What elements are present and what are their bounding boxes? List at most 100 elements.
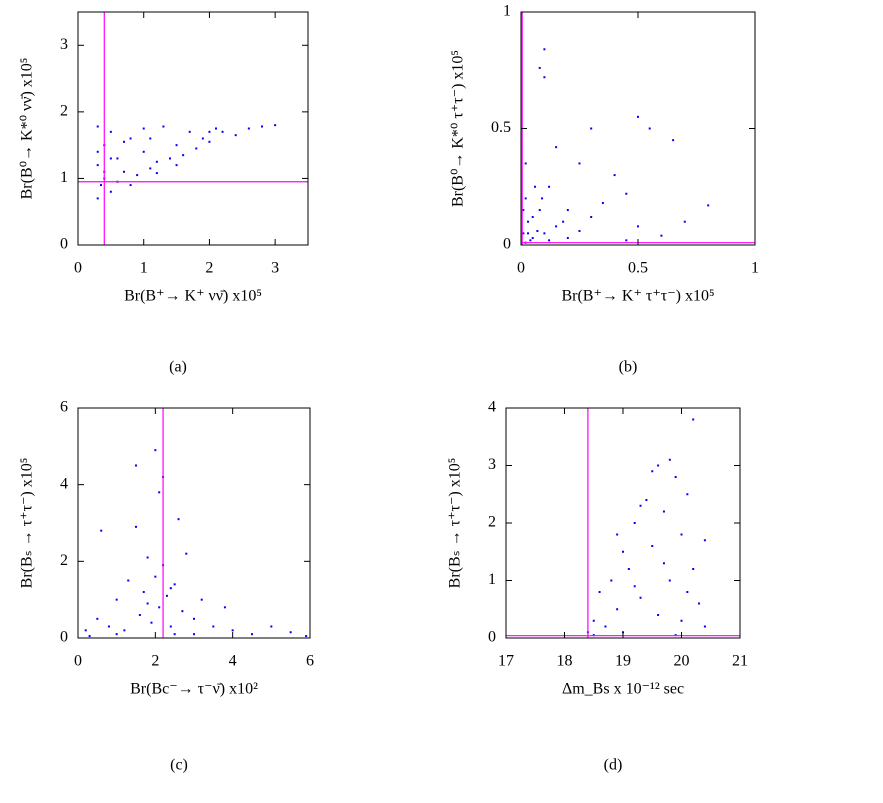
point bbox=[173, 633, 176, 636]
point bbox=[165, 594, 168, 597]
y-tick-label: 2 bbox=[488, 514, 496, 531]
point bbox=[142, 127, 145, 130]
point bbox=[305, 635, 308, 638]
x-tick-label: 6 bbox=[306, 653, 314, 670]
y-tick-label: 3 bbox=[488, 456, 496, 473]
point bbox=[538, 209, 541, 212]
point bbox=[107, 625, 110, 628]
point bbox=[150, 621, 153, 624]
point bbox=[136, 174, 139, 177]
point bbox=[135, 525, 137, 528]
point bbox=[123, 629, 126, 632]
y-tick-label: 0 bbox=[60, 629, 68, 646]
point bbox=[158, 491, 161, 494]
point bbox=[660, 234, 663, 237]
point bbox=[162, 125, 165, 128]
point bbox=[524, 162, 527, 165]
x-tick-label: 17 bbox=[498, 653, 514, 670]
x-axis-title: Br(Bc⁻→ τ⁻ν̄) x10² bbox=[130, 681, 258, 698]
y-tick-label: 0 bbox=[503, 236, 511, 253]
y-tick-label: 6 bbox=[60, 399, 68, 416]
x-tick-label: 3 bbox=[271, 260, 279, 277]
point bbox=[96, 164, 99, 167]
point bbox=[208, 140, 211, 143]
x-tick-label: 2 bbox=[205, 260, 213, 277]
point bbox=[234, 134, 237, 137]
point bbox=[672, 139, 675, 142]
point bbox=[123, 170, 125, 173]
point bbox=[531, 237, 534, 240]
point bbox=[96, 150, 99, 153]
point bbox=[543, 232, 546, 235]
point bbox=[686, 591, 689, 593]
plot-frame bbox=[520, 11, 756, 246]
point bbox=[96, 197, 99, 200]
point bbox=[127, 579, 130, 582]
x-tick-label: 0.5 bbox=[628, 260, 648, 277]
point bbox=[578, 230, 581, 233]
point bbox=[543, 76, 546, 79]
point bbox=[529, 239, 532, 242]
point bbox=[625, 239, 628, 242]
x-tick-label: 0 bbox=[517, 260, 525, 277]
point bbox=[541, 197, 544, 200]
point bbox=[177, 518, 180, 521]
y-axis-title: Br(Bₛ → τ⁺τ⁻) x10⁵ bbox=[447, 458, 464, 589]
point bbox=[155, 160, 158, 163]
point bbox=[123, 140, 125, 143]
point bbox=[538, 66, 541, 69]
point bbox=[590, 216, 593, 219]
point bbox=[175, 144, 178, 147]
point bbox=[142, 591, 145, 593]
point bbox=[138, 614, 141, 616]
point bbox=[548, 185, 551, 188]
point bbox=[181, 610, 184, 613]
point bbox=[651, 545, 654, 547]
point bbox=[555, 225, 558, 228]
point bbox=[566, 237, 569, 240]
point bbox=[200, 598, 203, 601]
y-tick-label: 4 bbox=[488, 399, 496, 416]
point bbox=[562, 220, 565, 223]
point bbox=[96, 617, 99, 620]
x-tick-label: 19 bbox=[615, 653, 631, 670]
y-tick-label: 4 bbox=[60, 475, 68, 492]
point bbox=[686, 493, 689, 496]
point bbox=[182, 154, 185, 157]
point bbox=[616, 533, 619, 536]
point bbox=[657, 464, 660, 467]
point bbox=[601, 202, 604, 205]
point bbox=[534, 185, 537, 188]
point bbox=[201, 137, 204, 140]
point bbox=[100, 184, 102, 187]
point bbox=[531, 216, 534, 219]
point bbox=[692, 418, 695, 421]
point bbox=[215, 127, 217, 130]
point bbox=[703, 625, 706, 628]
point bbox=[610, 579, 613, 582]
point bbox=[115, 633, 118, 636]
point bbox=[193, 617, 195, 620]
x-tick-label: 21 bbox=[732, 653, 748, 670]
point bbox=[627, 568, 630, 570]
y-tick-label: 0 bbox=[60, 236, 68, 253]
point bbox=[592, 619, 595, 622]
y-tick-label: 1 bbox=[60, 169, 68, 186]
point bbox=[116, 157, 119, 160]
point bbox=[223, 606, 226, 609]
x-tick-label: 1 bbox=[140, 260, 148, 277]
point bbox=[193, 633, 195, 636]
point bbox=[555, 146, 558, 149]
point bbox=[195, 147, 198, 150]
point bbox=[651, 470, 654, 473]
point bbox=[698, 602, 701, 605]
point bbox=[251, 633, 253, 636]
point bbox=[536, 230, 539, 233]
y-tick-label: 0 bbox=[488, 629, 496, 646]
point bbox=[169, 157, 171, 160]
plot-frame bbox=[505, 407, 741, 639]
point bbox=[527, 232, 530, 235]
point bbox=[522, 209, 525, 212]
point bbox=[527, 220, 530, 223]
